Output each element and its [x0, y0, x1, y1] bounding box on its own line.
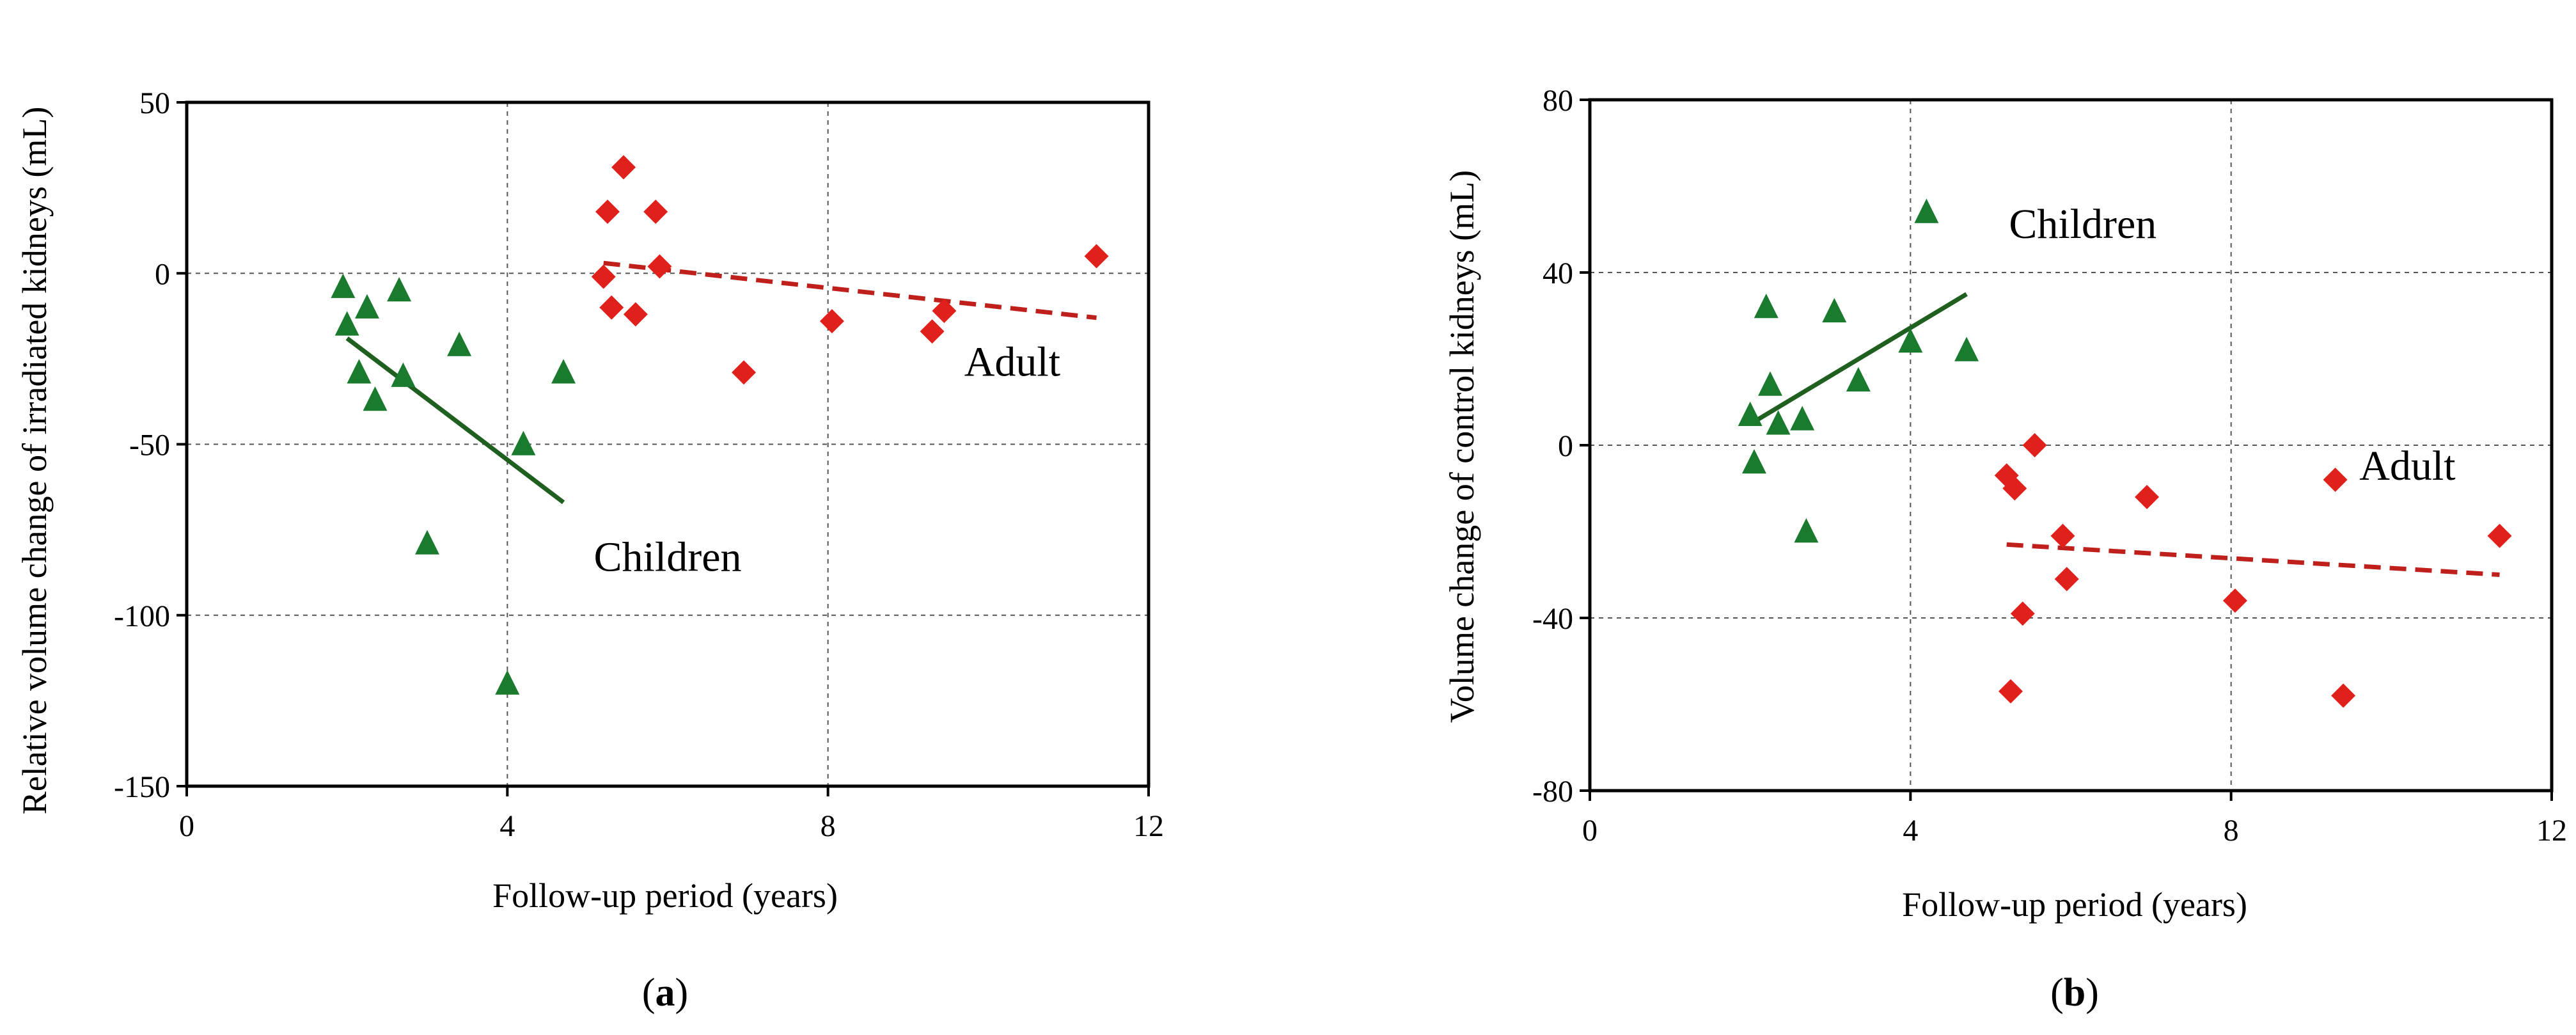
chart-b-point-adult: [1999, 679, 2023, 704]
chart-a-point-adult: [1084, 244, 1109, 269]
chart-a-point-adult: [591, 264, 616, 289]
chart-b-point-children: [1846, 367, 1871, 391]
chart-b-trendlines: [1757, 292, 2500, 577]
chart-a-trendlines: [345, 260, 1097, 505]
chart-b-point-adult: [2050, 523, 2075, 548]
chart-a-point-children: [415, 530, 439, 555]
chart-a-ytick-label: -150: [114, 770, 170, 804]
chart-b-annotation-adult: Adult: [2359, 443, 2455, 489]
chart-a-trend-adult: [603, 260, 1097, 320]
chart-a-point-children: [387, 276, 412, 302]
chart-b-xtick-label: 4: [1903, 814, 1918, 848]
chart-a-xtick-label: 12: [1133, 809, 1164, 843]
chart-b-point-children: [1914, 198, 1939, 223]
chart-a-point-adult: [595, 200, 620, 225]
chart-b-annotation-children: Children: [2009, 201, 2156, 248]
chart-a-point-adult: [932, 299, 957, 324]
chart-b-point-adult: [2487, 523, 2512, 548]
chart-a-point-children: [511, 431, 536, 455]
chart-a-xlabel: Follow-up period (years): [492, 876, 838, 915]
chart-b-markers: [1738, 198, 2512, 708]
chart-b-trend-adult: [2006, 542, 2500, 577]
chart-b-point-adult: [2002, 476, 2027, 501]
chart-a-point-adult: [611, 155, 636, 180]
chart-a-xtick-label: 0: [179, 809, 194, 843]
chart-a-point-children: [355, 294, 379, 319]
chart-b-point-children: [1898, 328, 1923, 353]
chart-a-ytick-label: -100: [114, 599, 170, 633]
chart-b-xtick-label: 8: [2224, 814, 2239, 848]
chart-a-point-adult: [599, 295, 624, 320]
chart-a-point-adult: [732, 360, 757, 385]
chart-b-gridlines: [1590, 100, 2552, 791]
chart-a-annotation-children: Children: [594, 533, 742, 580]
chart-b-caption-letter: b: [2064, 971, 2085, 1015]
chart-b-point-children: [1790, 406, 1815, 431]
chart-b-point-adult: [2323, 468, 2348, 492]
chart-b-ytick-label: 40: [1543, 257, 1573, 290]
chart-b-ytick-label: -80: [1532, 775, 1573, 809]
chart-a-caption: (a): [642, 971, 688, 1015]
chart-a-trend-children: [345, 336, 565, 505]
chart-a-ticks: 0 4 8 12 -150 -100 -50 0 50: [114, 86, 1164, 843]
chart-b-point-adult: [2135, 485, 2160, 509]
chart-b-point-adult: [2331, 683, 2356, 708]
chart-a-xtick-label: 4: [499, 809, 515, 843]
chart-b-point-children: [1758, 371, 1782, 396]
chart-a-ylabel: Relative volume change of irradiated kid…: [15, 107, 54, 815]
chart-b-xtick-label: 12: [2536, 814, 2567, 848]
chart-b-frame: [1588, 98, 2554, 793]
chart-b-ticks: 0 4 8 12 -80 -40 0 40 80: [1532, 84, 2567, 848]
chart-a-point-children: [391, 362, 416, 387]
chart-b-trend-children: [1757, 292, 1968, 422]
chart-a-point-adult: [623, 302, 648, 327]
chart-b-point-children: [1794, 518, 1819, 543]
chart-b-caption: (b): [2050, 971, 2099, 1015]
chart-b-xlabel: Follow-up period (years): [1902, 885, 2247, 924]
chart-b-ytick-label: 0: [1558, 429, 1573, 463]
chart-a-gridlines: [187, 102, 1149, 786]
chart-a-point-adult: [647, 254, 672, 279]
chart-a-annotation-adult: Adult: [964, 339, 1060, 386]
chart-a-caption-letter: a: [656, 971, 675, 1015]
chart-b-point-adult: [2010, 601, 2035, 626]
chart-b-point-children: [1766, 410, 1791, 435]
chart-a-point-children: [347, 359, 372, 384]
chart-b: Volume change of control kidneys (mL) Fo…: [1443, 84, 2567, 1015]
chart-b-point-children: [1754, 294, 1779, 319]
chart-a-point-adult: [819, 309, 844, 334]
chart-b-point-children: [1738, 401, 1763, 426]
chart-a-point-adult: [643, 200, 668, 225]
chart-a-ytick-label: 0: [155, 257, 170, 291]
chart-b-xtick-label: 0: [1582, 814, 1598, 848]
chart-b-point-children: [1741, 449, 1766, 474]
chart-a: Relative volume change of irradiated kid…: [15, 86, 1164, 1015]
chart-b-annotations: Children Adult: [2009, 201, 2455, 489]
chart-a-point-children: [334, 311, 359, 336]
chart-b-point-adult: [2022, 433, 2047, 457]
chart-b-point-adult: [2054, 567, 2079, 592]
chart-b-ylabel: Volume change of control kidneys (mL): [1443, 170, 1481, 723]
chart-b-point-adult: [1994, 463, 2019, 488]
chart-a-annotations: Children Adult: [594, 339, 1061, 581]
chart-a-point-children: [331, 273, 356, 298]
chart-b-ytick-label: 80: [1543, 84, 1573, 118]
chart-b-point-children: [1822, 297, 1847, 322]
chart-a-point-children: [447, 331, 472, 356]
chart-b-ytick-label: -40: [1532, 602, 1573, 636]
chart-a-markers: [331, 155, 1109, 695]
chart-a-ytick-label: 50: [139, 86, 170, 120]
chart-b-point-children: [1954, 336, 1979, 361]
chart-a-frame: [185, 100, 1151, 788]
chart-b-point-adult: [2222, 589, 2247, 613]
chart-a-point-children: [495, 670, 520, 695]
chart-a-point-children: [363, 386, 388, 411]
chart-a-point-children: [551, 359, 576, 384]
chart-a-ytick-label: -50: [129, 429, 170, 462]
chart-a-point-adult: [920, 319, 945, 344]
chart-a-xtick-label: 8: [821, 809, 836, 843]
